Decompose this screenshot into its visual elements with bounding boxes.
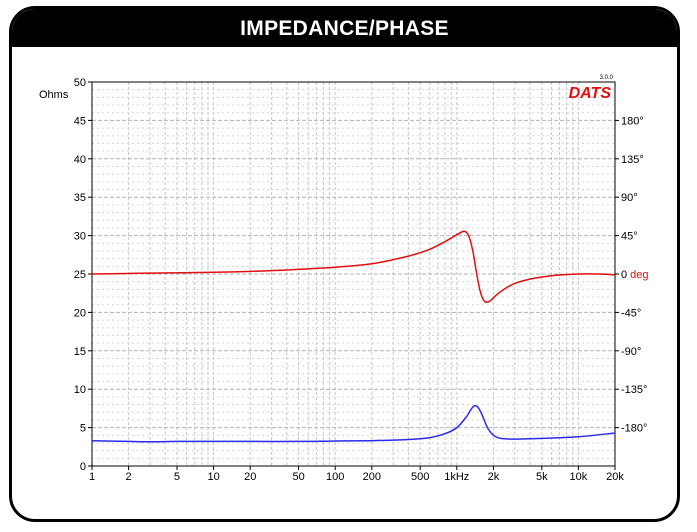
y-tick-label: 15 bbox=[74, 346, 86, 358]
y-axis-label: Ohms bbox=[39, 89, 69, 101]
chart-frame: IMPEDANCE/PHASE bbox=[9, 6, 680, 522]
x-tick-label: 50 bbox=[292, 471, 304, 483]
y2-unit-label: deg bbox=[630, 269, 648, 281]
y-tick-label: 5 bbox=[80, 423, 86, 435]
y2-tick-label: 45° bbox=[621, 231, 638, 243]
y2-tick-label: 180° bbox=[621, 115, 644, 127]
y2-tick-label: -45° bbox=[621, 307, 641, 319]
y2-tick-label: 90° bbox=[621, 192, 638, 204]
y-tick-label: 30 bbox=[74, 231, 86, 243]
y-tick-label: 20 bbox=[74, 307, 86, 319]
chart-title: IMPEDANCE/PHASE bbox=[12, 9, 677, 47]
x-tick-label: 200 bbox=[363, 471, 381, 483]
dats-logo: DATS bbox=[569, 85, 612, 102]
y2-tick-label: -135° bbox=[621, 384, 647, 396]
y-tick-label: 40 bbox=[74, 154, 86, 166]
tick-marks bbox=[88, 81, 619, 470]
x-tick-label: 20k bbox=[606, 471, 624, 483]
y2-tick-label: 0 deg bbox=[621, 269, 648, 281]
y2-tick-label: -90° bbox=[621, 346, 641, 358]
x-tick-label: 5k bbox=[536, 471, 548, 483]
x-tick-label: 1 bbox=[89, 471, 95, 483]
x-tick-label: 1kHz bbox=[444, 471, 469, 483]
x-tick-label: 2 bbox=[126, 471, 132, 483]
grid bbox=[92, 82, 615, 466]
x-tick-label: 500 bbox=[411, 471, 429, 483]
x-tick-label: 5 bbox=[174, 471, 180, 483]
y2-tick-label: -180° bbox=[621, 423, 647, 435]
y2-tick-label: 135° bbox=[621, 154, 644, 166]
x-tick-label: 2k bbox=[488, 471, 500, 483]
x-tick-label: 10k bbox=[570, 471, 588, 483]
y-tick-label: 35 bbox=[74, 192, 86, 204]
series-layer bbox=[91, 230, 616, 443]
y-tick-label: 25 bbox=[74, 269, 86, 281]
x-tick-label: 10 bbox=[207, 471, 219, 483]
y-tick-label: 0 bbox=[80, 461, 86, 473]
impedance-curve bbox=[91, 404, 616, 443]
y-tick-label: 10 bbox=[74, 384, 86, 396]
y-tick-label: 45 bbox=[74, 115, 86, 127]
x-tick-label: 100 bbox=[326, 471, 344, 483]
phase-curve bbox=[91, 230, 616, 303]
y-tick-label: 50 bbox=[74, 77, 86, 89]
x-tick-label: 20 bbox=[244, 471, 256, 483]
version-label: 3.0.0 bbox=[600, 75, 614, 81]
